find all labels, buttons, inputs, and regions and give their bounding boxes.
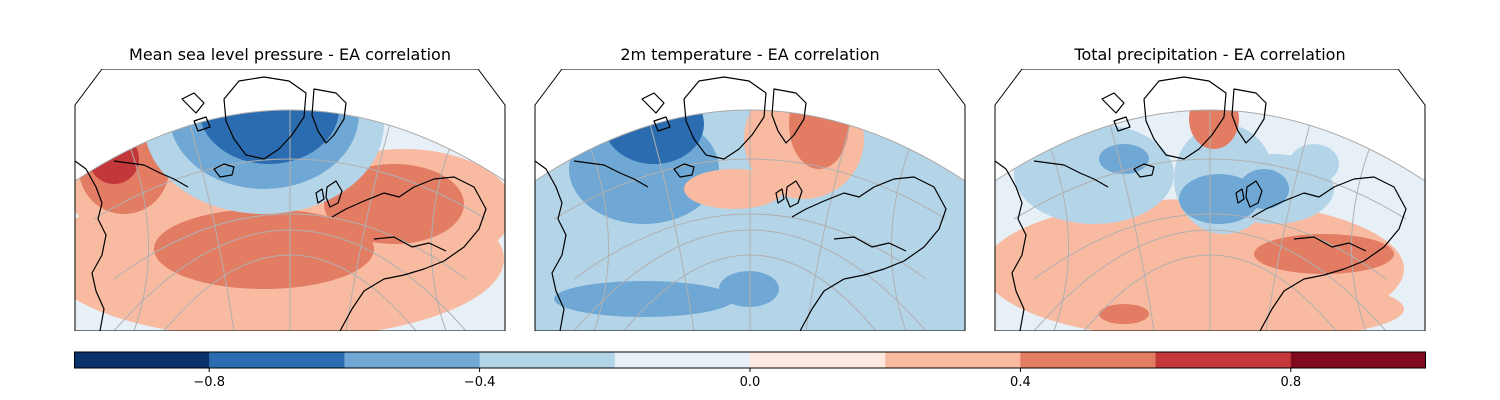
- correlation-contour: [1289, 144, 1339, 184]
- colorbar-segment: [1020, 352, 1157, 368]
- coastline: [181, 92, 205, 114]
- colorbar-segment: [479, 352, 616, 368]
- colorbar-tick-label: 0.8: [1280, 375, 1301, 390]
- coastline: [641, 92, 665, 114]
- colorbar-tick-label: 0.0: [740, 375, 761, 390]
- coastlines: [74, 76, 487, 331]
- colorbar-segment: [614, 352, 751, 368]
- correlation-contour: [774, 179, 965, 259]
- correlation-contour: [684, 169, 784, 209]
- correlation-contour: [1254, 234, 1394, 274]
- colorbar-segment: [344, 352, 481, 368]
- coastlines: [534, 76, 947, 331]
- map-panel-temperature: 2m temperature - EA correlation: [534, 45, 966, 335]
- coastline: [1113, 116, 1131, 132]
- correlation-contour: [1104, 279, 1404, 331]
- coastline: [193, 116, 211, 132]
- correlation-map: [994, 69, 1426, 331]
- sector-boundary: [534, 109, 966, 182]
- graticule-line: [633, 110, 695, 331]
- correlation-map: [74, 69, 506, 331]
- coastline: [213, 163, 235, 178]
- colorbar-tick-label: −0.4: [464, 375, 496, 390]
- colorbar-segment: [1290, 352, 1426, 368]
- coastline: [1133, 163, 1155, 178]
- coastline: [833, 236, 907, 252]
- graticule-line: [805, 110, 867, 331]
- coastline: [1033, 160, 1109, 188]
- correlation-contour: [1239, 169, 1289, 209]
- colorbar-tick-label: 0.4: [1010, 375, 1031, 390]
- coastline: [683, 76, 767, 160]
- field-layer: [995, 110, 1425, 331]
- coastline: [1231, 88, 1267, 144]
- coastline: [373, 236, 447, 252]
- field-layer: [75, 110, 505, 331]
- panel-title: Total precipitation - EA correlation: [1074, 45, 1346, 64]
- colorbar: −0.8 −0.4 0.0 0.4 0.8: [74, 351, 1426, 390]
- map-frame: [534, 69, 966, 331]
- coastline: [1251, 176, 1407, 331]
- coastlines: [994, 76, 1407, 331]
- coastline: [223, 76, 307, 160]
- coastline: [534, 160, 567, 331]
- colorbar-segment: [209, 352, 345, 368]
- coastline: [791, 176, 947, 331]
- correlation-contour: [719, 271, 779, 307]
- sector-boundary: [74, 109, 506, 182]
- correlation-contour: [199, 110, 339, 164]
- colorbar-segment: [885, 352, 1021, 368]
- panel-title: 2m temperature - EA correlation: [620, 45, 880, 64]
- coastline: [1143, 76, 1227, 160]
- coastline: [1101, 92, 1125, 114]
- coastline: [994, 160, 1027, 331]
- coastline: [315, 188, 325, 204]
- coastline: [1245, 180, 1263, 208]
- correlation-contour: [554, 281, 734, 317]
- correlation-map: [534, 69, 966, 331]
- graticule-line: [173, 110, 235, 331]
- coastline: [785, 180, 803, 208]
- coastline: [325, 180, 343, 208]
- coastline: [1293, 236, 1367, 252]
- coastline: [113, 160, 189, 188]
- correlation-contour: [789, 110, 849, 169]
- correlation-contour: [1189, 110, 1239, 149]
- coastline: [331, 176, 487, 331]
- coastline: [311, 88, 347, 144]
- colorbar-tick-label: −0.8: [193, 375, 225, 390]
- graticule-line: [345, 110, 407, 331]
- field-layer: [535, 110, 965, 331]
- colorbar-segment: [1155, 352, 1292, 368]
- coastline: [653, 116, 671, 132]
- correlation-contour: [89, 134, 139, 184]
- colorbar-segment: [74, 352, 210, 368]
- map-panel-mslp: Mean sea level pressure - EA correlation: [74, 45, 506, 335]
- map-frame: [74, 69, 506, 331]
- coastline: [673, 163, 695, 178]
- graticule-line: [1265, 110, 1327, 331]
- sector-boundary: [994, 109, 1426, 182]
- map-panel-precipitation: Total precipitation - EA correlation: [994, 45, 1426, 335]
- panel-title: Mean sea level pressure - EA correlation: [129, 45, 451, 64]
- coastline: [573, 160, 649, 188]
- colorbar-segment: [750, 352, 886, 368]
- correlation-contour: [1179, 174, 1259, 224]
- correlation-contour: [1099, 144, 1149, 174]
- correlation-contour: [1099, 304, 1149, 324]
- map-frame: [994, 69, 1426, 331]
- coastline: [775, 188, 785, 204]
- graticule-line: [1093, 110, 1155, 331]
- coastline: [1235, 188, 1245, 204]
- coastline: [771, 88, 807, 144]
- correlation-contour: [154, 209, 374, 289]
- correlation-contour: [1014, 124, 1174, 224]
- coastline: [74, 160, 107, 331]
